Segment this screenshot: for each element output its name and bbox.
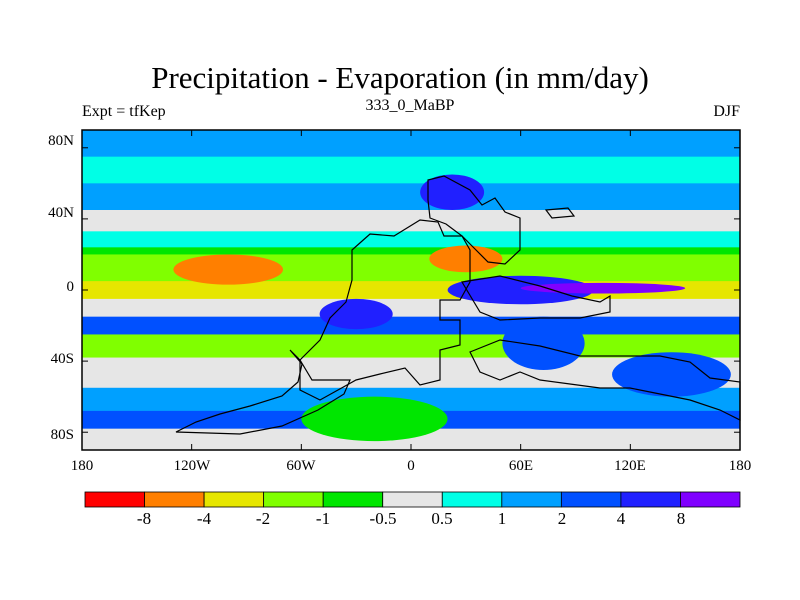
colorbar-swatch xyxy=(203,491,265,508)
colorbar-swatch xyxy=(501,491,562,508)
field-band xyxy=(82,156,740,184)
colorbar-label: -0.5 xyxy=(369,509,397,528)
regional-features xyxy=(173,174,731,442)
lon-tick-label: 60E xyxy=(508,458,534,474)
colorbar-label: -8 xyxy=(136,509,152,528)
field-band xyxy=(82,183,740,211)
colorbar-swatch xyxy=(263,491,324,508)
field-feature xyxy=(420,174,485,211)
field-band xyxy=(82,210,740,232)
coastline-southwest-landmass xyxy=(175,349,351,435)
precipitation-evaporation-field xyxy=(82,130,740,450)
colorbar-label: 4 xyxy=(616,509,626,528)
field-band xyxy=(82,316,740,335)
colorbar-label: -1 xyxy=(315,509,331,528)
coastline-small-island-east xyxy=(544,207,576,219)
field-band xyxy=(82,428,740,450)
field-feature xyxy=(173,254,284,285)
lat-tick-label: 40S xyxy=(50,351,74,367)
colorbar-label: 8 xyxy=(676,509,686,528)
colorbar-label: -2 xyxy=(255,509,271,528)
coastline-central-continent xyxy=(299,219,471,401)
colorbar-swatch xyxy=(560,491,622,508)
lon-tick-label: 60W xyxy=(286,458,316,474)
field-feature xyxy=(429,245,503,273)
field-feature xyxy=(502,316,585,371)
season-label: DJF xyxy=(713,103,740,120)
axis-tick-marks xyxy=(81,130,741,450)
field-band xyxy=(82,231,740,248)
field-feature xyxy=(301,396,448,442)
colorbar-label: 0.5 xyxy=(431,509,453,528)
lat-tick-label: 0 xyxy=(66,279,75,295)
lon-tick-label: 120W xyxy=(173,458,211,474)
plot-subtitle: 333_0_MaBP xyxy=(365,97,455,114)
colorbar-swatch xyxy=(322,491,384,508)
colorbar-swatch xyxy=(382,491,443,508)
field-feature xyxy=(612,352,731,397)
colorbar-label: 2 xyxy=(557,509,567,528)
colorbar xyxy=(84,491,741,508)
colorbar-swatch xyxy=(144,491,205,508)
experiment-label: Expt = tfKep xyxy=(82,103,166,120)
lon-tick-label: 0 xyxy=(407,458,415,474)
field-band xyxy=(82,387,740,412)
lon-tick-label: 180 xyxy=(70,458,94,474)
colorbar-swatch xyxy=(441,491,503,508)
lat-tick-label: 40N xyxy=(48,205,74,221)
continent-outlines xyxy=(175,175,741,435)
field-feature xyxy=(319,298,393,330)
lon-tick-label: 120E xyxy=(614,458,646,474)
coastline-northeast-landmass xyxy=(427,175,521,265)
field-band xyxy=(82,247,740,255)
plot-title: Precipitation - Evaporation (in mm/day) xyxy=(151,60,649,95)
colorbar-swatch xyxy=(84,491,145,508)
coastline-eastern-landmass xyxy=(461,275,611,321)
lat-tick-label: 80S xyxy=(50,427,74,443)
colorbar-swatch xyxy=(620,491,681,508)
lon-tick-label: 180 xyxy=(728,458,752,474)
field-band xyxy=(82,334,740,359)
colorbar-swatch xyxy=(680,491,741,508)
field-band xyxy=(82,298,740,318)
colorbar-label: 1 xyxy=(497,509,507,528)
colorbar-label: -4 xyxy=(196,509,212,528)
coastline-southeast-landmass xyxy=(469,339,741,421)
lat-tick-label: 80N xyxy=(48,133,74,149)
field-feature xyxy=(520,282,686,294)
field-feature xyxy=(447,275,594,305)
